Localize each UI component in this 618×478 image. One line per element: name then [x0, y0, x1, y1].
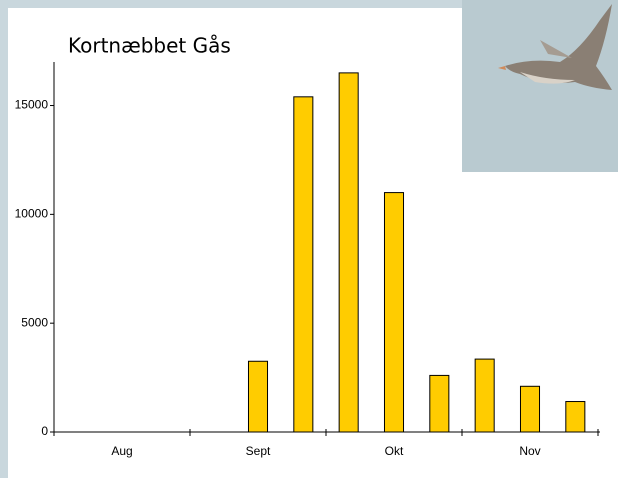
- x-tick-label: Okt: [385, 444, 404, 458]
- bar: [475, 359, 494, 432]
- y-tick-label: 15000: [15, 98, 49, 112]
- y-tick-label: 0: [41, 424, 48, 438]
- goose-photo: [462, 0, 618, 172]
- chart-title: Kortnæbbet Gås: [68, 34, 231, 58]
- page: {"chart_data": {"type": "bar", "title": …: [0, 0, 618, 478]
- bar: [294, 97, 313, 432]
- bar: [384, 193, 403, 432]
- bar: [339, 73, 358, 432]
- bar: [248, 361, 267, 432]
- x-tick-label: Sept: [246, 444, 271, 458]
- y-tick-label: 10000: [15, 207, 49, 221]
- y-tick-label: 5000: [21, 315, 48, 329]
- bar: [430, 375, 449, 432]
- x-tick-label: Nov: [519, 444, 540, 458]
- x-tick-label: Aug: [111, 444, 132, 458]
- chart: Kortnæbbet Gås 0 5000 10000 15000 Aug Sept Okt…: [0, 0, 618, 478]
- bar: [566, 402, 585, 432]
- bar: [520, 386, 539, 432]
